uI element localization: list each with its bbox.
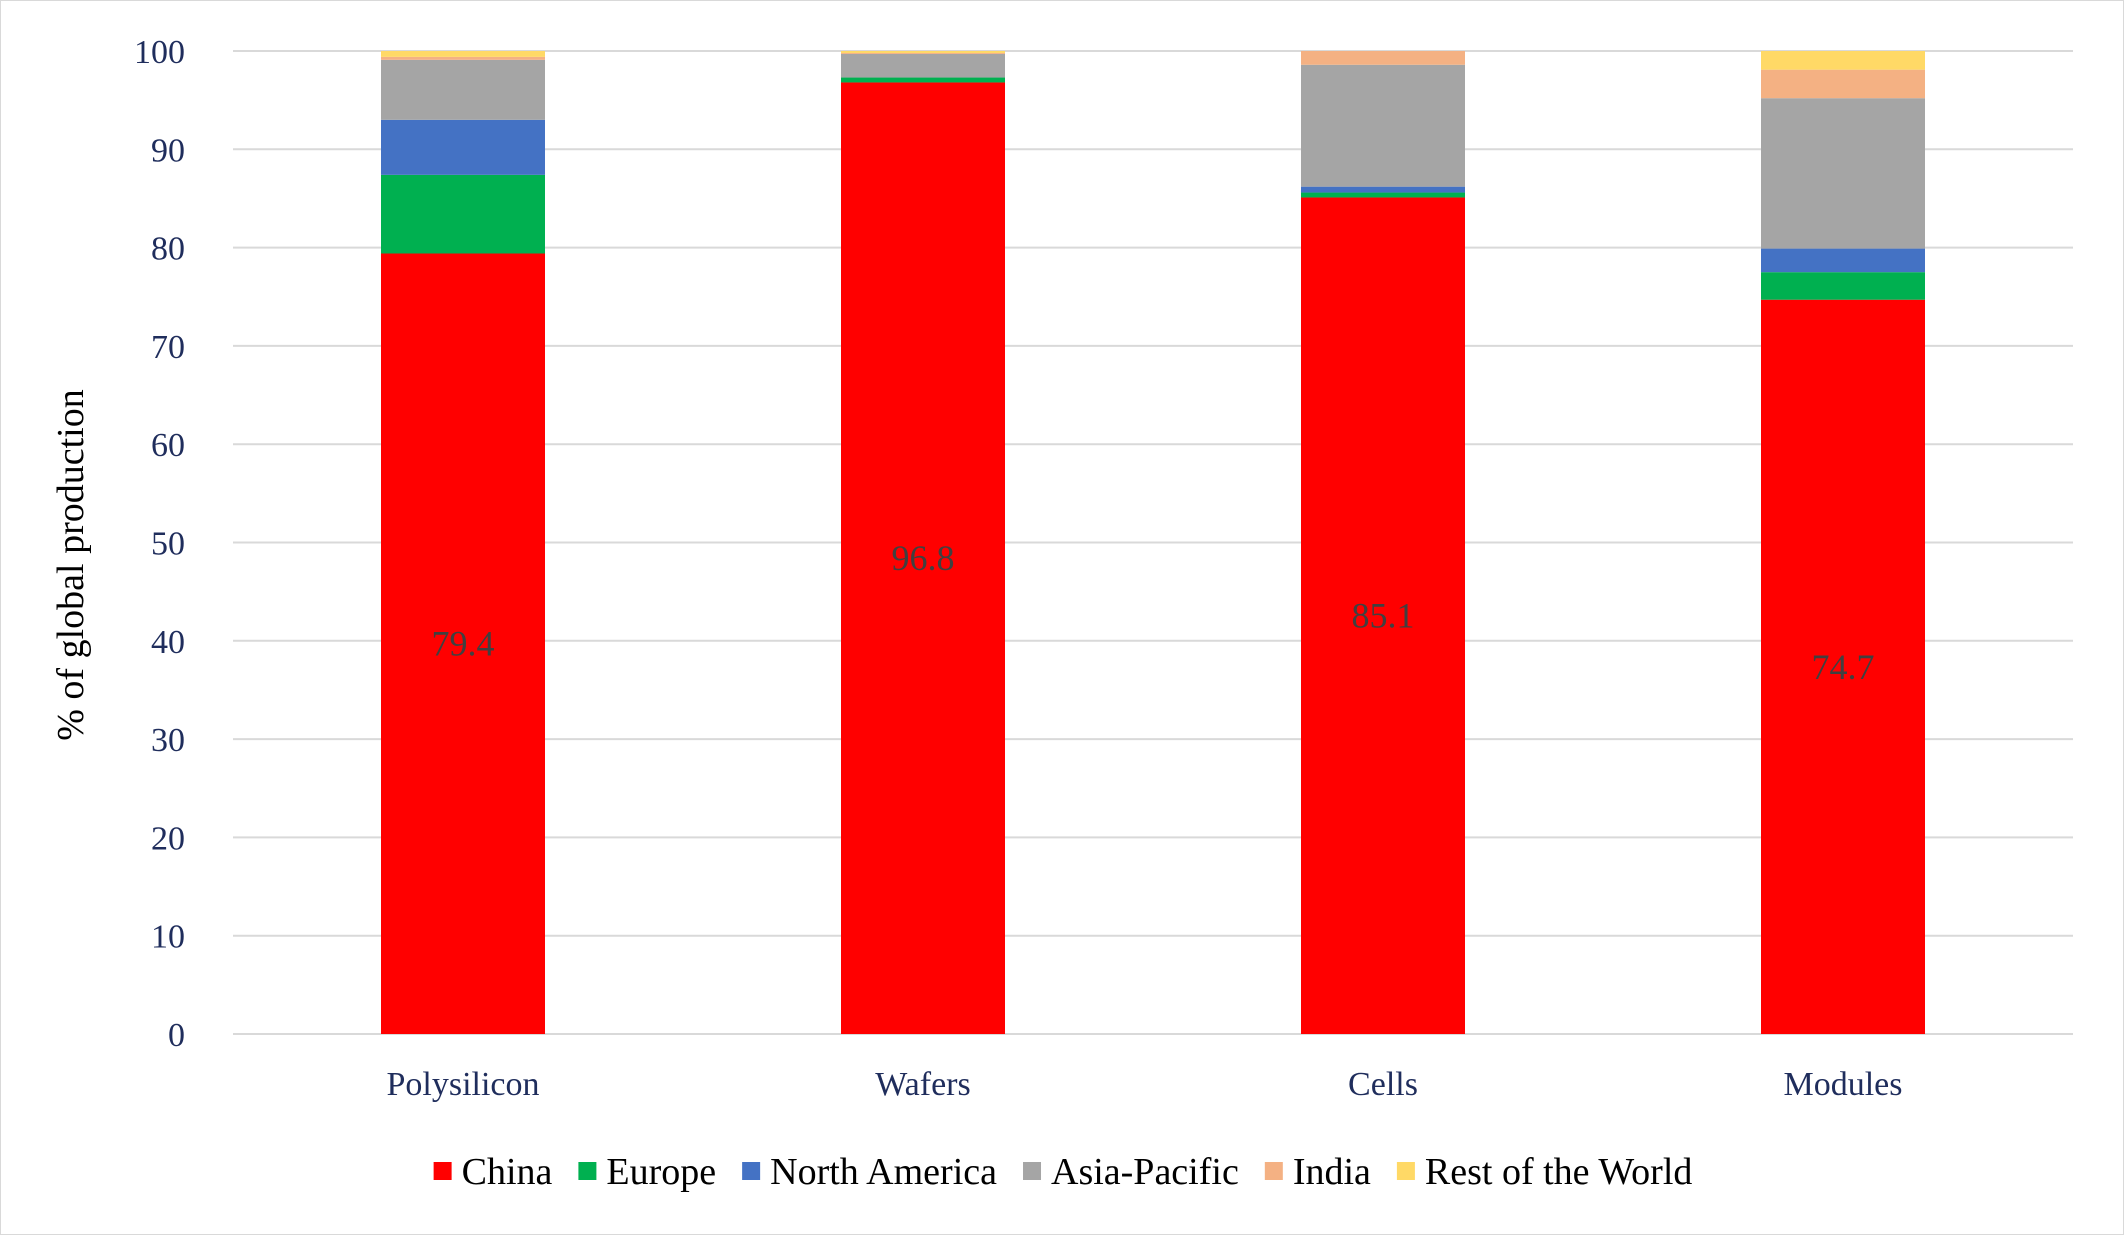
- bar-segment-china: [1761, 299, 1925, 1035]
- legend: China Europe North America Asia-Pacific Indi…: [433, 1151, 1692, 1193]
- bar-segment-india: [1761, 69, 1925, 99]
- x-tick-label: Modules: [1784, 1066, 1903, 1103]
- legend-swatch: [433, 1162, 452, 1180]
- legend-label: North America: [770, 1151, 997, 1193]
- y-tick-label: 100: [134, 34, 185, 71]
- y-axis-ticks: 0 10 20 30 40 50 60 70 80 90 100: [134, 34, 185, 1054]
- legend-item-china: China: [433, 1151, 553, 1193]
- legend-label: China: [462, 1151, 553, 1193]
- bar-segment-rest-of-the-world: [841, 51, 1005, 53]
- legend-label: India: [1293, 1151, 1371, 1193]
- data-label: 96.8: [892, 538, 955, 578]
- legend-swatch: [1264, 1162, 1283, 1180]
- legend-label: Asia-Pacific: [1051, 1151, 1239, 1193]
- data-label: 74.7: [1812, 647, 1875, 687]
- bar-segment-india: [841, 52, 1005, 54]
- legend-swatch: [742, 1162, 761, 1180]
- legend-swatch: [578, 1162, 597, 1180]
- data-labels: 79.4 96.8 85.1 74.7: [432, 538, 1875, 687]
- data-label: 85.1: [1352, 596, 1415, 636]
- y-tick-label: 20: [151, 820, 185, 857]
- legend-item-europe: Europe: [578, 1151, 716, 1193]
- bar-segment-india: [381, 56, 545, 60]
- bar-segment-china: [1301, 197, 1465, 1035]
- bar-segment-asia-pacific: [841, 53, 1005, 78]
- bar-segment-europe: [841, 77, 1005, 83]
- bar-segment-europe: [1761, 272, 1925, 300]
- x-axis-ticks: Polysilicon Wafers Cells Modules: [386, 1066, 1902, 1103]
- legend-swatch: [1023, 1162, 1042, 1180]
- legend-swatch: [1396, 1162, 1415, 1180]
- y-axis-title: % of global production: [50, 389, 92, 740]
- bar-segment-asia-pacific: [1761, 98, 1925, 249]
- y-tick-label: 0: [168, 1017, 185, 1054]
- legend-item-rest-of-the-world: Rest of the World: [1396, 1151, 1692, 1193]
- x-tick-label: Cells: [1348, 1066, 1418, 1103]
- bar-segment-rest-of-the-world: [381, 51, 545, 57]
- bars: [381, 51, 1925, 1035]
- bar-segment-china: [841, 82, 1005, 1035]
- y-tick-label: 60: [151, 427, 185, 464]
- bar-segment-asia-pacific: [1301, 64, 1465, 187]
- y-tick-label: 90: [151, 132, 185, 169]
- bar-segment-europe: [381, 174, 545, 254]
- x-tick-label: Polysilicon: [386, 1066, 539, 1103]
- y-tick-label: 10: [151, 919, 185, 956]
- legend-item-india: India: [1264, 1151, 1371, 1193]
- bar-segment-china: [381, 253, 545, 1035]
- y-tick-label: 80: [151, 231, 185, 268]
- y-tick-label: 70: [151, 329, 185, 366]
- y-tick-label: 50: [151, 526, 185, 563]
- bar-segment-asia-pacific: [381, 59, 545, 120]
- legend-label: Rest of the World: [1425, 1151, 1692, 1193]
- y-tick-label: 40: [151, 624, 185, 661]
- data-label: 79.4: [432, 624, 495, 664]
- x-tick-label: Wafers: [875, 1066, 970, 1103]
- bar-segment-north-america: [1761, 248, 1925, 273]
- legend-item-asia-pacific: Asia-Pacific: [1023, 1151, 1239, 1193]
- bar-segment-rest-of-the-world: [1761, 51, 1925, 70]
- bar-segment-north-america: [1301, 186, 1465, 193]
- y-tick-label: 30: [151, 722, 185, 759]
- bar-segment-india: [1301, 51, 1465, 65]
- bar-segment-europe: [1301, 192, 1465, 198]
- bar-segment-north-america: [381, 119, 545, 175]
- legend-label: Europe: [606, 1151, 716, 1193]
- legend-item-north-america: North America: [742, 1151, 997, 1193]
